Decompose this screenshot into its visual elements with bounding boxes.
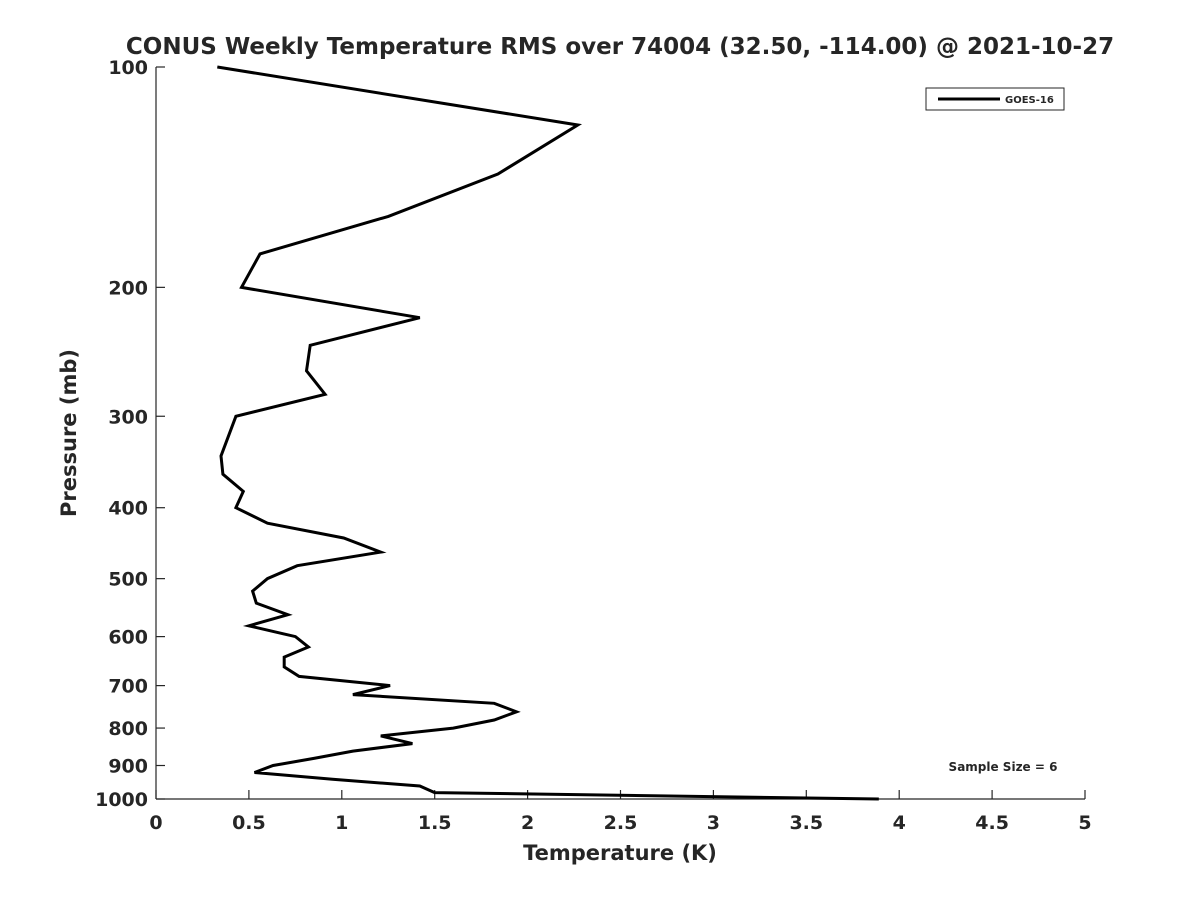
y-tick-label: 900 (108, 756, 148, 778)
y-axis-label: Pressure (mb) (57, 349, 81, 517)
y-tick-label: 200 (108, 277, 148, 299)
series-line-goes-16 (217, 65, 879, 801)
y-tick-label: 500 (108, 569, 148, 591)
y-tick-label: 100 (108, 57, 148, 79)
y-tick-label: 600 (108, 627, 148, 649)
sample-size-annotation: Sample Size = 6 (949, 760, 1058, 774)
y-tick-label: 700 (108, 676, 148, 698)
x-tick-label: 5 (1078, 812, 1091, 834)
y-tick-label: 300 (108, 406, 148, 428)
x-tick-label: 3.5 (789, 812, 823, 834)
x-axis-label: Temperature (K) (523, 841, 717, 865)
x-tick-label: 3 (707, 812, 720, 834)
legend-label-goes-16: GOES-16 (1005, 95, 1054, 106)
x-tick-label: 2 (521, 812, 534, 834)
y-tick-label: 1000 (95, 789, 148, 811)
y-tick-label: 400 (108, 498, 148, 520)
x-tick-label: 2.5 (604, 812, 638, 834)
x-tick-label: 0 (149, 812, 162, 834)
chart-title: CONUS Weekly Temperature RMS over 74004 … (126, 34, 1114, 60)
axes: 0 0.5 1 1.5 2 2.5 3 3.5 4 4.5 5 100 200 300 400 500 600 7… (95, 57, 1092, 834)
x-tick-label: 0.5 (232, 812, 266, 834)
x-tick-label: 1 (335, 812, 348, 834)
legend: GOES-16 (925, 87, 1065, 111)
series-layer (217, 65, 879, 801)
y-tick-label: 800 (108, 718, 148, 740)
x-tick-label: 4 (893, 812, 906, 834)
x-tick-label: 1.5 (418, 812, 452, 834)
x-tick-label: 4.5 (975, 812, 1009, 834)
